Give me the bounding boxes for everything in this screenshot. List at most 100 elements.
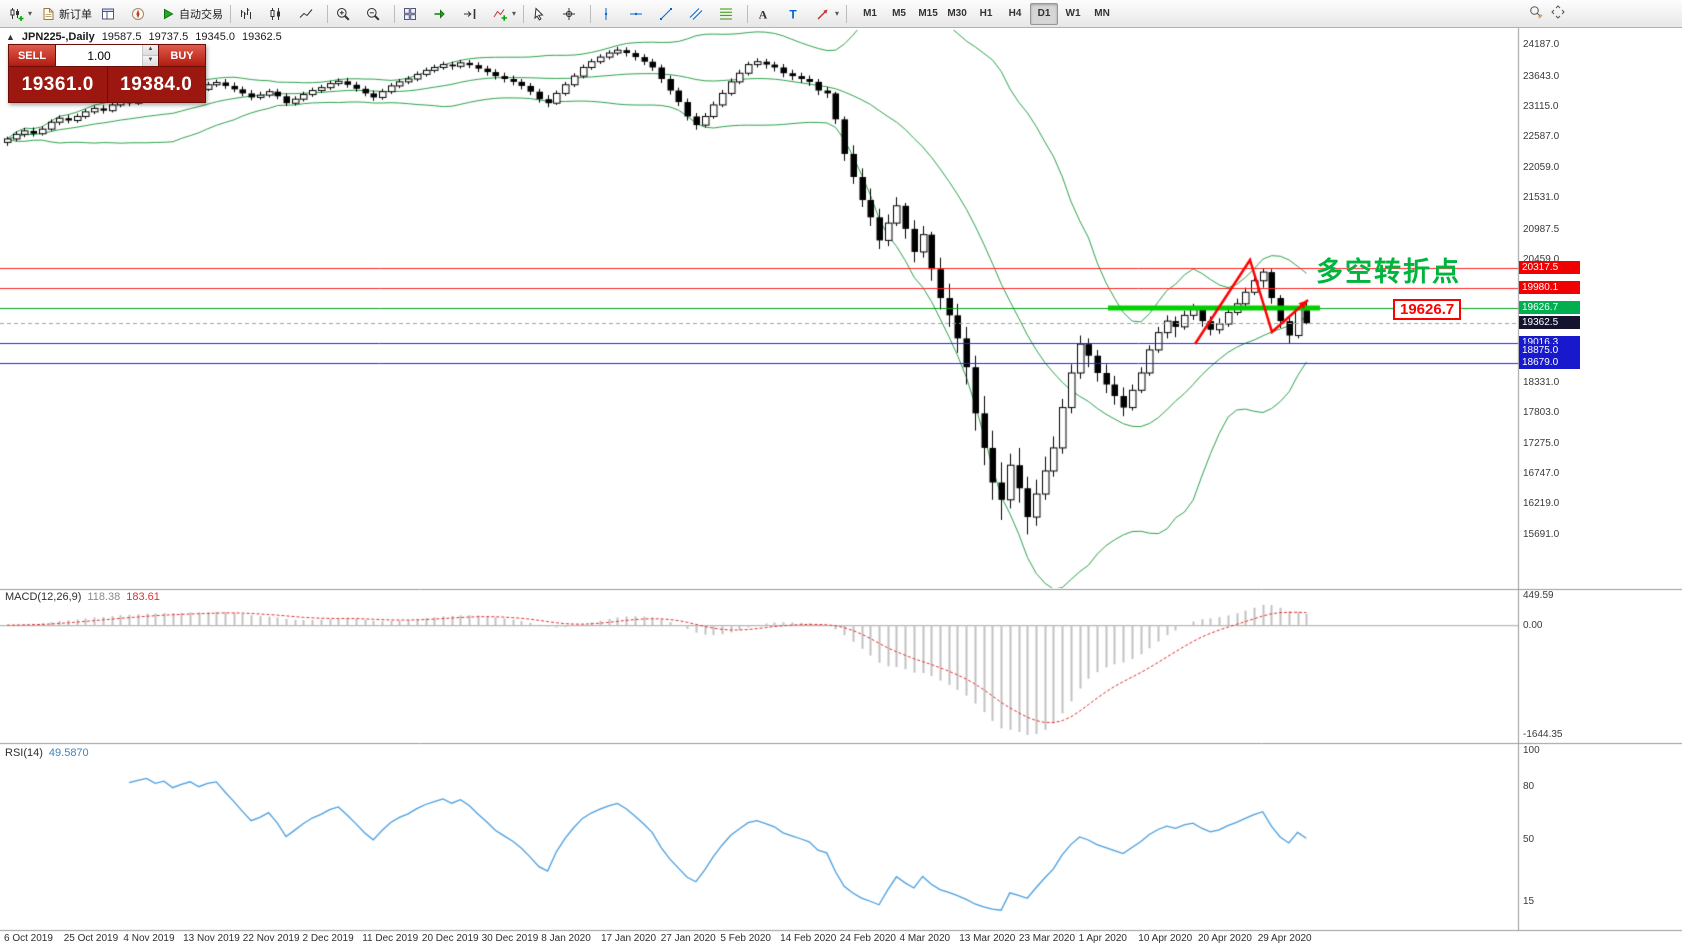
line-chart-mode-button[interactable] xyxy=(294,2,324,26)
support-price-label[interactable]: 19626.7 xyxy=(1393,299,1462,320)
timeframe-w1-button[interactable]: W1 xyxy=(1065,8,1081,19)
dropdown-caret-icon[interactable]: ▾ xyxy=(512,9,517,18)
navigator-button[interactable] xyxy=(126,2,156,26)
date-axis-label: 8 Jan 2020 xyxy=(541,933,591,944)
one-click-collapse-icon[interactable]: ▲ xyxy=(6,32,15,42)
buy-price[interactable]: 19384.0 xyxy=(120,73,193,95)
timeframe-m30-button[interactable]: M30 xyxy=(947,8,967,19)
macd-main-value: 118.38 xyxy=(87,591,121,603)
date-axis-label: 5 Feb 2020 xyxy=(720,933,771,944)
zoom-in-button[interactable] xyxy=(331,2,361,26)
trend-icon xyxy=(658,6,674,22)
timeframe-mn-button[interactable]: MN xyxy=(1094,8,1110,19)
one-click-trade-panel: SELL 1.00 ▲ ▼ BUY 19361.0 19384.0 xyxy=(8,44,206,103)
sell-button[interactable]: SELL xyxy=(9,45,56,66)
toolbar: ▾ 新订单 自动交易 ▾ A T ▾ M1 M5 M15 M30 H1 H4 D1 W1 MN xyxy=(0,0,1682,28)
zoomin-icon xyxy=(335,6,351,22)
svg-text:A: A xyxy=(759,7,768,21)
equidistant-channel-button[interactable] xyxy=(684,2,714,26)
crosshair-button[interactable] xyxy=(557,2,587,26)
chart-ohlc-header: ▲ JPN225-,Daily 19587.5 19737.5 19345.0 … xyxy=(6,31,282,43)
date-axis-label: 4 Nov 2019 xyxy=(123,933,175,944)
candles-icon xyxy=(268,6,284,22)
macd-signal-value: 183.61 xyxy=(126,591,160,603)
lot-spinner: ▲ ▼ xyxy=(142,45,158,66)
date-axis-label: 24 Feb 2020 xyxy=(839,933,896,944)
cursor-button[interactable] xyxy=(527,2,557,26)
price-axis-tick: 21531.0 xyxy=(1523,192,1560,204)
play-icon xyxy=(160,6,176,22)
fibonacci-button[interactable] xyxy=(714,2,744,26)
tile-windows-button[interactable] xyxy=(398,2,428,26)
timeframe-h4-button[interactable]: H4 xyxy=(1008,8,1022,19)
auto-trading-button[interactable]: 自动交易 xyxy=(156,2,227,26)
price-axis-tick: 15691.0 xyxy=(1523,528,1560,540)
data-window-button[interactable] xyxy=(96,2,126,26)
dropdown-caret-icon[interactable]: ▾ xyxy=(835,9,840,18)
toolbar-separator xyxy=(846,4,848,23)
date-axis-label: 10 Apr 2020 xyxy=(1138,933,1193,944)
svg-text:T: T xyxy=(789,7,797,21)
price-axis-tick: 22059.0 xyxy=(1523,161,1560,173)
toolbar-tools: ▾ 新订单 自动交易 ▾ A T ▾ xyxy=(4,2,850,26)
price-line-badge: 19626.7 xyxy=(1519,301,1580,315)
zoom-out-button[interactable] xyxy=(361,2,391,26)
cursor-icon xyxy=(531,6,547,22)
macd-axis-tick: 449.59 xyxy=(1523,590,1554,602)
timeframe-m15-button[interactable]: M15 xyxy=(918,8,938,19)
text-button[interactable]: A xyxy=(751,2,781,26)
navigator-icon xyxy=(130,6,146,22)
date-axis-label: 17 Jan 2020 xyxy=(601,933,657,944)
arrows-button[interactable]: ▾ xyxy=(811,2,843,26)
timeframe-m1-button[interactable]: M1 xyxy=(863,8,877,19)
candlestick-mode-button[interactable] xyxy=(264,2,294,26)
textt-icon: T xyxy=(785,6,801,22)
indicator-icon xyxy=(492,6,508,22)
turning-point-annotation[interactable]: 多空转折点 xyxy=(1316,257,1461,288)
sell-price[interactable]: 19361.0 xyxy=(9,67,108,102)
ohlc-low: 19345.0 xyxy=(195,31,235,43)
price-axis-tick: 17803.0 xyxy=(1523,407,1560,419)
date-axis-label: 20 Dec 2019 xyxy=(421,933,479,944)
timeframe-d1-button[interactable]: D1 xyxy=(1030,2,1059,25)
trendline-button[interactable] xyxy=(654,2,684,26)
price-line-badge: 18875.0 xyxy=(1519,344,1580,358)
price-line-badge: 19362.5 xyxy=(1519,316,1580,330)
quick-search-icon[interactable] xyxy=(1528,4,1544,20)
rsi-axis-tick: 100 xyxy=(1523,745,1540,756)
grid4-icon xyxy=(402,6,418,22)
new-order-button[interactable]: 新订单 xyxy=(36,2,96,26)
chart-symbol-period: JPN225-,Daily xyxy=(21,31,95,43)
vertical-line-button[interactable] xyxy=(594,2,624,26)
auto-scroll-button[interactable] xyxy=(428,2,458,26)
datawindow-icon xyxy=(100,6,116,22)
macd-axis-tick: -1644.35 xyxy=(1523,729,1563,741)
linechart-icon xyxy=(298,6,314,22)
date-axis-label: 22 Nov 2019 xyxy=(242,933,300,944)
bar-chart-mode-button[interactable] xyxy=(234,2,264,26)
timeframe-m5-button[interactable]: M5 xyxy=(892,8,906,19)
dropdown-caret-icon[interactable]: ▾ xyxy=(28,9,33,18)
timeframe-h1-button[interactable]: H1 xyxy=(979,8,993,19)
scrollright-icon xyxy=(432,6,448,22)
lot-increase-button[interactable]: ▲ xyxy=(143,45,158,56)
pan-arrows-icon[interactable] xyxy=(1550,4,1566,20)
lot-size-input[interactable]: 1.00 xyxy=(87,48,111,63)
text-label-button[interactable]: T xyxy=(781,2,811,26)
new-order-label: 新订单 xyxy=(59,8,93,21)
bars-icon xyxy=(238,6,254,22)
lot-decrease-button[interactable]: ▼ xyxy=(143,56,158,66)
price-axis-tick: 20987.5 xyxy=(1523,223,1560,235)
chart-shift-button[interactable] xyxy=(458,2,488,26)
new-chart-button[interactable]: ▾ xyxy=(4,2,36,26)
buy-button[interactable]: BUY xyxy=(158,45,205,66)
arrowne-icon xyxy=(815,6,831,22)
indicators-button[interactable]: ▾ xyxy=(488,2,520,26)
price-line-badge: 20317.5 xyxy=(1519,261,1580,275)
horizontal-line-button[interactable] xyxy=(624,2,654,26)
toolbar-separator xyxy=(523,4,525,23)
ohlc-open: 19587.5 xyxy=(101,31,142,43)
rsi-value: 49.5870 xyxy=(48,747,89,759)
price-axis-tick: 16219.0 xyxy=(1523,498,1560,510)
